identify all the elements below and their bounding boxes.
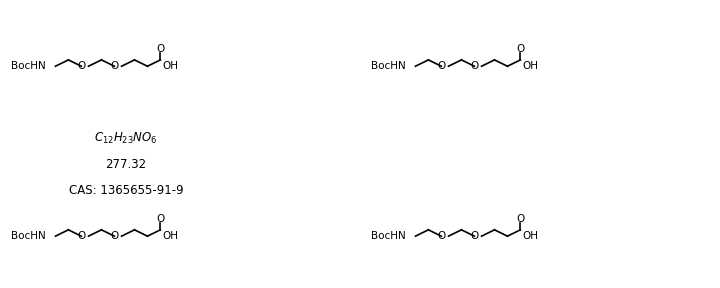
- Text: O: O: [437, 231, 446, 241]
- Text: OH: OH: [162, 61, 178, 71]
- Text: O: O: [516, 44, 525, 54]
- Text: CAS: 1365655-91-9: CAS: 1365655-91-9: [68, 183, 184, 197]
- Text: O: O: [77, 231, 86, 241]
- Text: O: O: [516, 214, 525, 224]
- Text: O: O: [110, 231, 119, 241]
- Text: 277.32: 277.32: [105, 158, 147, 171]
- Text: BocHN: BocHN: [11, 61, 45, 71]
- Text: OH: OH: [522, 61, 538, 71]
- Text: BocHN: BocHN: [371, 231, 405, 241]
- Text: O: O: [470, 61, 479, 71]
- Text: O: O: [110, 61, 119, 71]
- Text: BocHN: BocHN: [11, 231, 45, 241]
- Text: $C_{12}H_{23}NO_6$: $C_{12}H_{23}NO_6$: [94, 131, 158, 146]
- Text: O: O: [156, 214, 165, 224]
- Text: OH: OH: [522, 231, 538, 241]
- Text: O: O: [77, 61, 86, 71]
- Text: OH: OH: [162, 231, 178, 241]
- Text: O: O: [437, 61, 446, 71]
- Text: O: O: [470, 231, 479, 241]
- Text: O: O: [156, 44, 165, 54]
- Text: BocHN: BocHN: [371, 61, 405, 71]
